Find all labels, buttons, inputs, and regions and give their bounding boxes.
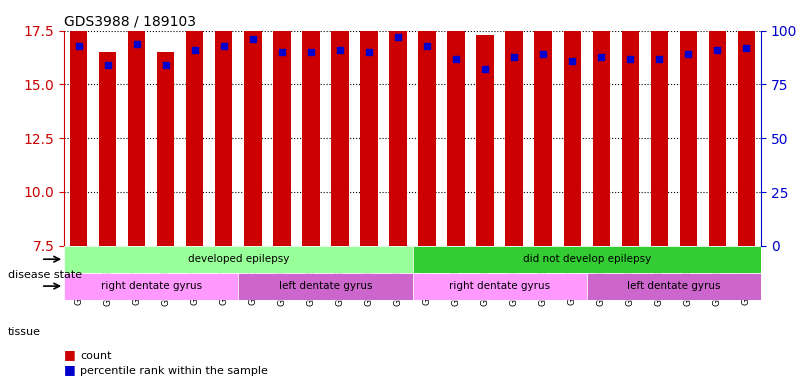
Point (188, 47, 201, 53)
Point (682, 51, 694, 58)
Text: right dentate gyrus: right dentate gyrus (101, 281, 202, 291)
Bar (738, 0, 755, 246)
Bar (70, 0, 87, 246)
Bar (302, 0, 320, 246)
Bar (215, 0, 232, 246)
FancyBboxPatch shape (413, 273, 586, 300)
Bar (331, 0, 348, 246)
Point (101, 62, 114, 68)
Point (566, 58, 578, 64)
Bar (360, 0, 377, 246)
Point (72, 43, 85, 49)
Bar (477, 35, 493, 246)
Bar (709, 0, 726, 246)
Text: percentile rank within the sample: percentile rank within the sample (80, 366, 268, 376)
Point (363, 49, 376, 55)
Point (131, 41, 143, 47)
Point (449, 56, 462, 62)
FancyBboxPatch shape (238, 273, 413, 300)
Text: did not develop epilepsy: did not develop epilepsy (522, 254, 651, 264)
FancyBboxPatch shape (413, 246, 761, 273)
Point (624, 56, 637, 62)
Point (653, 56, 666, 62)
FancyBboxPatch shape (64, 246, 413, 273)
Text: disease state: disease state (8, 270, 83, 280)
Bar (447, 13, 465, 246)
Point (217, 43, 230, 49)
Bar (534, 0, 552, 246)
Bar (505, 0, 523, 246)
Bar (244, 0, 261, 246)
Bar (186, 0, 203, 246)
Text: count: count (80, 351, 111, 361)
Text: left dentate gyrus: left dentate gyrus (279, 281, 372, 291)
Point (392, 34, 405, 40)
Point (276, 49, 288, 55)
Bar (99, 52, 116, 246)
Bar (157, 52, 175, 246)
Text: ■: ■ (64, 348, 76, 361)
Point (421, 43, 433, 49)
Text: tissue: tissue (8, 327, 41, 337)
Text: ■: ■ (64, 363, 76, 376)
Bar (563, 0, 581, 246)
Text: right dentate gyrus: right dentate gyrus (449, 281, 550, 291)
Bar (622, 5, 639, 246)
Bar (418, 0, 436, 246)
Bar (650, 5, 668, 246)
Point (479, 66, 492, 73)
Text: left dentate gyrus: left dentate gyrus (627, 281, 721, 291)
Text: developed epilepsy: developed epilepsy (187, 254, 289, 264)
Bar (273, 0, 291, 246)
Point (247, 36, 260, 42)
Text: GDS3988 / 189103: GDS3988 / 189103 (64, 14, 196, 28)
Point (537, 51, 549, 58)
Bar (679, 0, 697, 246)
Bar (593, 0, 610, 246)
Point (740, 45, 753, 51)
Bar (389, 0, 407, 246)
Point (595, 53, 608, 60)
Point (333, 47, 346, 53)
FancyBboxPatch shape (586, 273, 761, 300)
Point (159, 62, 172, 68)
FancyBboxPatch shape (64, 273, 238, 300)
Point (711, 47, 724, 53)
Point (508, 53, 521, 60)
Bar (128, 0, 146, 246)
Point (304, 49, 317, 55)
